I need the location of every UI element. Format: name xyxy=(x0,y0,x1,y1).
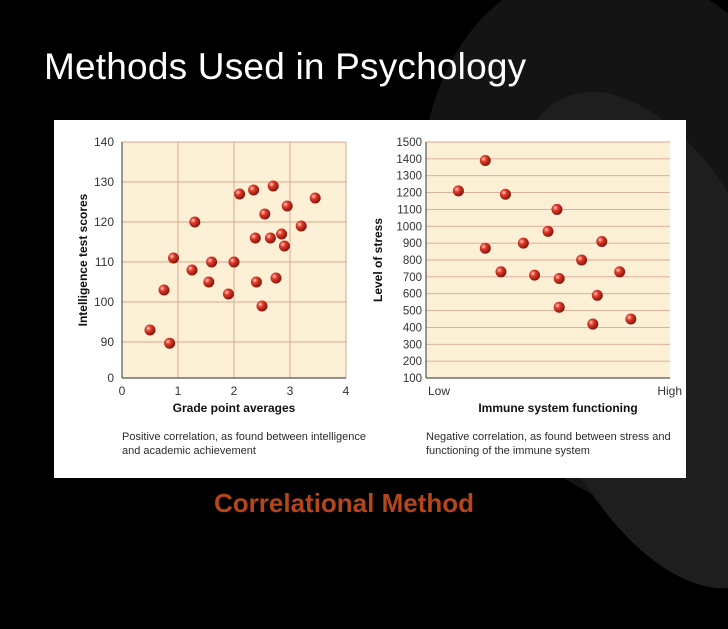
y-tick-label: 1500 xyxy=(396,137,422,149)
data-point xyxy=(228,256,240,268)
data-point xyxy=(164,337,176,349)
y-tick-label: 600 xyxy=(403,289,422,301)
data-point xyxy=(551,203,563,215)
figure-panel: 0 90 100 110 120 130 140 0 1 2 3 4 Grade point avera… xyxy=(54,120,686,478)
method-label: Correlational Method xyxy=(214,488,475,518)
negative-caption: Negative correlation, as found between s… xyxy=(426,431,671,457)
data-point xyxy=(495,266,507,278)
negative-correlation-scatter: 100 200 300 400 500 600 700 800 900 1000 1100 1200 1… xyxy=(371,137,682,415)
negative-correlation-panel: 100 200 300 400 500 600 700 800 900 1000 1100 1200 1… xyxy=(370,120,686,478)
y-tick-label: 110 xyxy=(95,255,114,269)
y-tick-label: 1400 xyxy=(396,154,422,166)
data-point xyxy=(189,216,201,228)
y-tick-label: 500 xyxy=(403,306,422,318)
positive-caption: Positive correlation, as found between i… xyxy=(122,431,366,457)
y-tick-label: 130 xyxy=(94,175,114,189)
data-point xyxy=(587,318,599,330)
data-point xyxy=(479,242,491,254)
data-point xyxy=(553,301,565,313)
y-tick-label: 900 xyxy=(403,238,422,250)
data-point xyxy=(591,289,603,301)
data-point xyxy=(270,272,282,284)
y-axis-title: Level of stress xyxy=(371,218,385,302)
data-point xyxy=(452,185,464,197)
y-tick-label: 1100 xyxy=(397,204,422,216)
data-point xyxy=(614,266,626,278)
data-point xyxy=(259,208,271,220)
data-point xyxy=(250,276,262,288)
data-point xyxy=(529,269,541,281)
data-point xyxy=(206,256,218,268)
x-tick-label: 2 xyxy=(231,384,238,398)
y-tick-label: 0 xyxy=(107,371,114,385)
data-point xyxy=(499,188,511,200)
data-point xyxy=(144,324,156,336)
data-point xyxy=(267,180,279,192)
data-point xyxy=(542,225,554,237)
data-point xyxy=(168,252,180,264)
y-tick-label: 1200 xyxy=(396,188,422,200)
y-tick-label: 120 xyxy=(94,215,114,229)
y-tick-label: 1300 xyxy=(396,171,422,183)
x-axis-title: Immune system functioning xyxy=(478,401,637,415)
y-tick-label: 140 xyxy=(94,135,114,149)
data-point xyxy=(158,284,170,296)
x-tick-label-low: Low xyxy=(428,384,450,398)
data-point xyxy=(278,240,290,252)
data-point xyxy=(517,237,529,249)
y-axis-title: Intelligence test scores xyxy=(76,193,90,326)
x-tick-label: 3 xyxy=(287,384,294,398)
data-point xyxy=(625,313,637,325)
data-point xyxy=(553,273,565,285)
data-point xyxy=(309,192,321,204)
data-point xyxy=(186,264,198,276)
y-tick-label: 100 xyxy=(94,295,114,309)
y-tick-label: 90 xyxy=(101,335,115,349)
x-tick-label-high: High xyxy=(657,384,682,398)
data-point xyxy=(256,300,268,312)
x-axis-title: Grade point averages xyxy=(173,401,296,415)
y-tick-label: 800 xyxy=(403,255,422,267)
y-tick-label: 300 xyxy=(403,339,422,351)
y-tick-label: 100 xyxy=(403,373,422,385)
x-tick-label: 1 xyxy=(175,384,182,398)
y-tick-label: 1000 xyxy=(396,221,422,233)
data-point xyxy=(295,220,307,232)
y-tick-label: 400 xyxy=(403,322,422,334)
data-point xyxy=(276,228,288,240)
data-point xyxy=(281,200,293,212)
positive-correlation-panel: 0 90 100 110 120 130 140 0 1 2 3 4 Grade point avera… xyxy=(54,120,370,478)
data-point xyxy=(222,288,234,300)
x-tick-label: 0 xyxy=(119,384,126,398)
data-point xyxy=(248,184,260,196)
data-point xyxy=(596,235,608,247)
data-point xyxy=(264,232,276,244)
data-point xyxy=(576,254,588,266)
data-point xyxy=(203,276,215,288)
positive-correlation-scatter: 0 90 100 110 120 130 140 0 1 2 3 4 Grade point avera… xyxy=(76,135,350,415)
data-point xyxy=(234,188,246,200)
y-tick-label: 700 xyxy=(403,272,422,284)
x-tick-label: 4 xyxy=(343,384,350,398)
data-point xyxy=(249,232,261,244)
slide-title: Methods Used in Psychology xyxy=(44,46,527,87)
y-tick-label: 200 xyxy=(403,356,422,368)
data-point xyxy=(479,155,491,167)
